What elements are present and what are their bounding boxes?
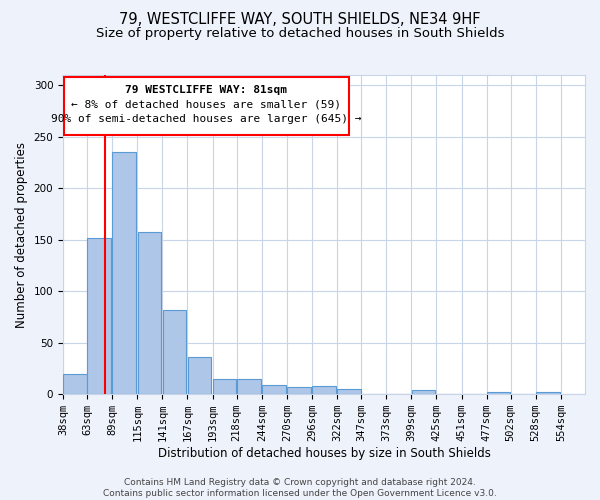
Bar xyxy=(64,77,349,134)
Bar xyxy=(88,238,111,394)
Bar xyxy=(312,386,336,394)
Text: Contains HM Land Registry data © Crown copyright and database right 2024.
Contai: Contains HM Land Registry data © Crown c… xyxy=(103,478,497,498)
Text: 90% of semi-detached houses are larger (645) →: 90% of semi-detached houses are larger (… xyxy=(51,114,362,124)
Bar xyxy=(213,379,236,394)
Bar xyxy=(112,152,136,394)
Bar xyxy=(137,232,161,394)
Bar xyxy=(262,385,286,394)
Text: 79 WESTCLIFFE WAY: 81sqm: 79 WESTCLIFFE WAY: 81sqm xyxy=(125,86,287,96)
Bar xyxy=(412,390,435,394)
Bar xyxy=(337,389,361,394)
Bar xyxy=(536,392,560,394)
Text: 79, WESTCLIFFE WAY, SOUTH SHIELDS, NE34 9HF: 79, WESTCLIFFE WAY, SOUTH SHIELDS, NE34 … xyxy=(119,12,481,28)
Y-axis label: Number of detached properties: Number of detached properties xyxy=(15,142,28,328)
Bar xyxy=(188,357,211,394)
Bar xyxy=(237,379,260,394)
Bar xyxy=(63,374,87,394)
Bar xyxy=(487,392,511,394)
Bar xyxy=(287,387,311,394)
Bar xyxy=(163,310,186,394)
Text: ← 8% of detached houses are smaller (59): ← 8% of detached houses are smaller (59) xyxy=(71,100,341,110)
X-axis label: Distribution of detached houses by size in South Shields: Distribution of detached houses by size … xyxy=(158,447,490,460)
Text: Size of property relative to detached houses in South Shields: Size of property relative to detached ho… xyxy=(96,28,504,40)
